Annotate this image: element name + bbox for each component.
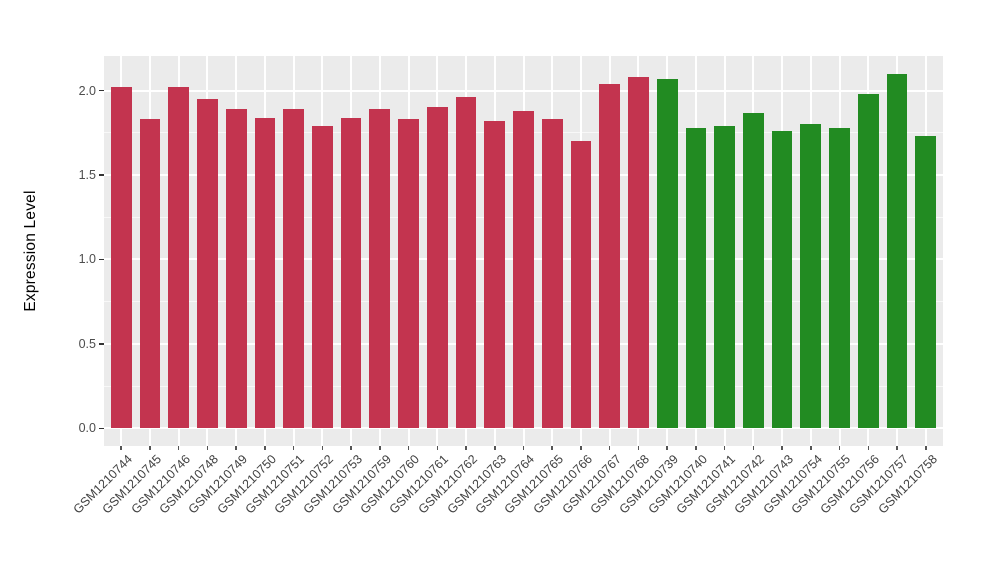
x-tick-mark <box>264 446 266 450</box>
y-tick-label: 1.0 <box>78 252 96 267</box>
y-axis-title: Expression Level <box>22 190 39 312</box>
bar-GSM1210759 <box>369 109 391 429</box>
x-tick-mark <box>781 446 783 450</box>
x-tick-mark <box>120 446 122 450</box>
bar-GSM1210765 <box>541 119 563 429</box>
y-tick-label: 2.0 <box>78 83 96 98</box>
bar-GSM1210751 <box>283 109 304 429</box>
bar-GSM1210768 <box>628 77 649 429</box>
x-tick-mark <box>235 446 237 450</box>
bar-GSM1210744 <box>110 87 132 429</box>
bar-GSM1210757 <box>886 73 908 429</box>
bar-GSM1210753 <box>340 117 362 429</box>
bar-GSM1210743 <box>771 131 793 429</box>
bar-GSM1210755 <box>829 127 850 429</box>
x-tick-mark <box>810 446 812 450</box>
x-tick-mark <box>867 446 870 450</box>
bar-GSM1210761 <box>426 107 448 429</box>
x-tick-mark <box>666 446 668 450</box>
x-tick-mark <box>177 446 180 450</box>
y-tick-mark <box>99 174 104 176</box>
x-tick-mark <box>149 446 151 450</box>
bar-GSM1210766 <box>570 141 592 429</box>
y-tick-mark <box>99 427 104 430</box>
x-tick-mark <box>206 446 209 450</box>
bar-GSM1210750 <box>254 117 276 429</box>
y-tick-label: 0.0 <box>78 421 96 436</box>
y-tick-mark <box>99 343 104 345</box>
bar-GSM1210739 <box>656 78 678 429</box>
x-tick-mark <box>522 446 525 450</box>
bar-GSM1210767 <box>599 83 621 429</box>
bar-GSM1210749 <box>225 109 247 429</box>
bar-GSM1210764 <box>513 110 534 429</box>
x-tick-mark <box>407 446 410 450</box>
plot-panel <box>104 56 943 446</box>
bar-GSM1210762 <box>455 97 477 429</box>
x-tick-mark <box>551 446 553 450</box>
bar-GSM1210754 <box>800 124 822 429</box>
x-tick-mark <box>379 446 381 450</box>
x-tick-mark <box>723 446 726 450</box>
bar-GSM1210745 <box>139 119 161 429</box>
x-tick-mark <box>838 446 841 450</box>
x-tick-mark <box>436 446 439 450</box>
bar-GSM1210740 <box>685 127 707 429</box>
x-tick-mark <box>896 446 898 450</box>
x-tick-mark <box>608 446 611 450</box>
bar-GSM1210760 <box>398 119 419 429</box>
bar-GSM1210742 <box>743 112 764 429</box>
bar-GSM1210748 <box>197 99 218 429</box>
x-tick-mark <box>292 446 295 450</box>
y-tick-mark <box>99 258 104 261</box>
x-tick-mark <box>494 446 496 450</box>
bar-GSM1210752 <box>312 126 333 429</box>
bar-GSM1210756 <box>857 93 879 429</box>
bar-GSM1210758 <box>915 136 937 429</box>
x-tick-mark <box>465 446 467 450</box>
x-tick-mark <box>925 446 927 450</box>
x-tick-mark <box>637 446 640 450</box>
x-tick-mark <box>752 446 755 450</box>
x-tick-mark <box>350 446 352 450</box>
y-tick-label: 0.5 <box>78 336 96 351</box>
bar-GSM1210763 <box>484 121 506 429</box>
bar-GSM1210746 <box>168 87 190 429</box>
x-tick-mark <box>321 446 324 450</box>
bar-GSM1210741 <box>714 126 735 429</box>
y-tick-label: 1.5 <box>78 168 96 183</box>
x-tick-mark <box>580 446 582 450</box>
y-tick-mark <box>99 89 104 92</box>
x-tick-mark <box>695 446 697 450</box>
